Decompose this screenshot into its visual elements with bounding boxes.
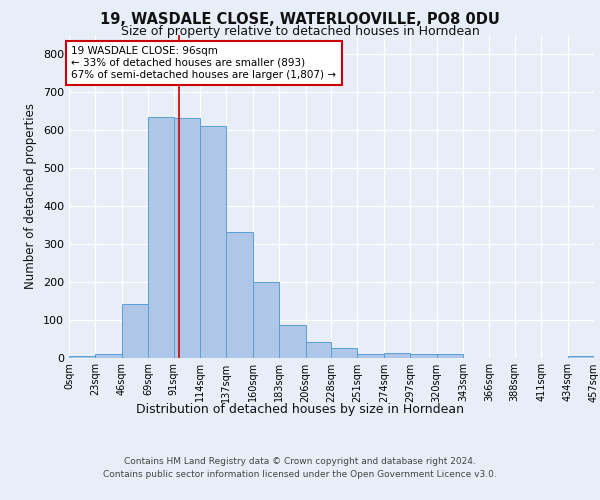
Bar <box>226 232 253 358</box>
Bar <box>253 282 279 358</box>
Bar <box>122 304 148 358</box>
Bar <box>173 118 200 358</box>
Bar <box>148 116 173 358</box>
Text: Distribution of detached houses by size in Horndean: Distribution of detached houses by size … <box>136 402 464 415</box>
Bar <box>437 354 463 358</box>
Bar <box>95 354 122 358</box>
Bar <box>331 348 358 358</box>
Bar <box>410 354 437 358</box>
Text: 19 WASDALE CLOSE: 96sqm
← 33% of detached houses are smaller (893)
67% of semi-d: 19 WASDALE CLOSE: 96sqm ← 33% of detache… <box>71 46 336 80</box>
Bar <box>358 354 384 358</box>
Bar <box>305 342 331 357</box>
Bar <box>568 356 594 358</box>
Text: Contains HM Land Registry data © Crown copyright and database right 2024.: Contains HM Land Registry data © Crown c… <box>124 458 476 466</box>
Bar <box>279 325 305 358</box>
Bar <box>384 353 410 358</box>
Y-axis label: Number of detached properties: Number of detached properties <box>25 104 37 289</box>
Bar <box>69 356 95 358</box>
Bar <box>200 126 226 358</box>
Text: 19, WASDALE CLOSE, WATERLOOVILLE, PO8 0DU: 19, WASDALE CLOSE, WATERLOOVILLE, PO8 0D… <box>100 12 500 28</box>
Text: Contains public sector information licensed under the Open Government Licence v3: Contains public sector information licen… <box>103 470 497 479</box>
Text: Size of property relative to detached houses in Horndean: Size of property relative to detached ho… <box>121 25 479 38</box>
